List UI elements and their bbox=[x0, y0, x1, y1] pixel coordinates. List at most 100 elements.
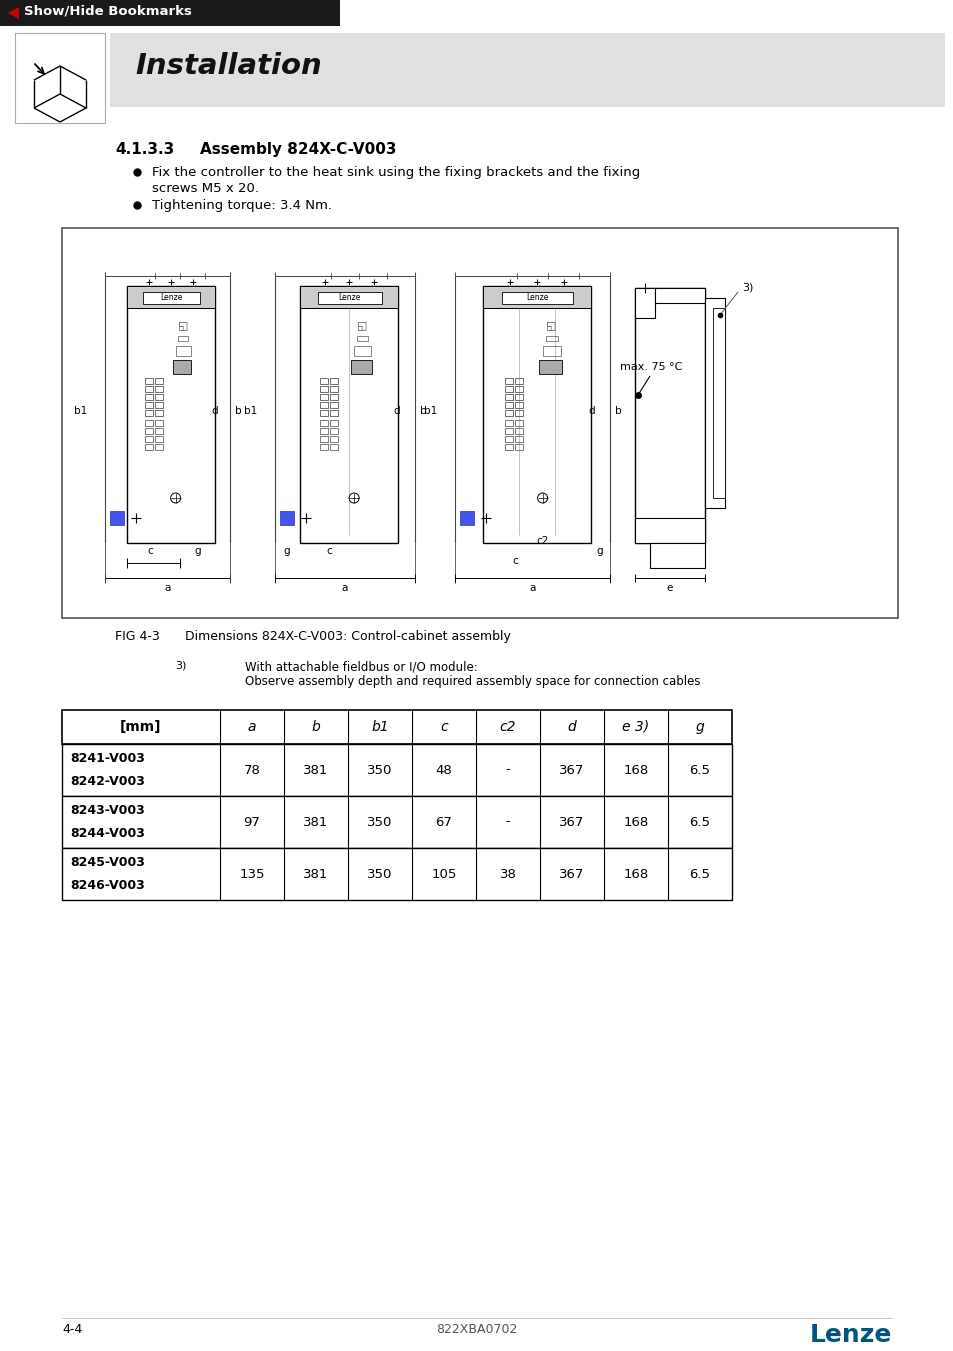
Text: 350: 350 bbox=[367, 816, 393, 828]
Text: 381: 381 bbox=[303, 867, 329, 881]
Bar bbox=[145, 444, 152, 450]
Bar bbox=[178, 336, 188, 340]
Text: e 3): e 3) bbox=[621, 720, 649, 734]
Bar bbox=[280, 511, 294, 526]
Text: 78: 78 bbox=[243, 763, 260, 777]
Text: b1: b1 bbox=[371, 720, 389, 734]
Bar bbox=[538, 359, 561, 374]
Bar bbox=[330, 420, 337, 426]
Bar bbox=[330, 444, 337, 450]
Bar bbox=[330, 386, 337, 392]
Text: Observe assembly depth and required assembly space for connection cables: Observe assembly depth and required asse… bbox=[245, 676, 700, 688]
Bar bbox=[145, 420, 152, 426]
Bar bbox=[330, 394, 337, 400]
Bar bbox=[330, 409, 337, 416]
Bar bbox=[300, 286, 397, 308]
Text: c2: c2 bbox=[499, 720, 516, 734]
Bar bbox=[514, 428, 522, 434]
Text: Installation: Installation bbox=[135, 51, 321, 80]
Text: 822XBA0702: 822XBA0702 bbox=[436, 1323, 517, 1336]
Bar bbox=[542, 346, 560, 357]
Bar bbox=[154, 378, 163, 384]
Bar bbox=[504, 436, 512, 442]
Text: Lenze: Lenze bbox=[338, 293, 360, 303]
Text: a: a bbox=[529, 584, 536, 593]
Bar bbox=[351, 359, 372, 374]
Bar bbox=[504, 428, 512, 434]
Bar bbox=[154, 436, 163, 442]
Bar bbox=[655, 288, 704, 303]
Text: Dimensions 824X-C-V003: Control-cabinet assembly: Dimensions 824X-C-V003: Control-cabinet … bbox=[185, 630, 511, 643]
Bar bbox=[110, 32, 944, 107]
Text: 6.5: 6.5 bbox=[689, 816, 710, 828]
Bar bbox=[482, 286, 591, 543]
Bar bbox=[143, 292, 200, 304]
Bar bbox=[319, 409, 328, 416]
Text: Tightening torque: 3.4 Nm.: Tightening torque: 3.4 Nm. bbox=[152, 199, 332, 212]
Text: g: g bbox=[283, 546, 290, 557]
Bar bbox=[514, 378, 522, 384]
Text: 367: 367 bbox=[558, 816, 584, 828]
Text: Assembly 824X-C-V003: Assembly 824X-C-V003 bbox=[200, 142, 396, 157]
Bar bbox=[145, 386, 152, 392]
Bar bbox=[145, 394, 152, 400]
Text: d: d bbox=[394, 405, 400, 416]
Text: b: b bbox=[419, 405, 426, 416]
Bar bbox=[172, 359, 192, 374]
Bar bbox=[635, 288, 655, 317]
Bar bbox=[635, 288, 704, 543]
Text: 67: 67 bbox=[436, 816, 452, 828]
Text: ◱: ◱ bbox=[546, 320, 557, 330]
Text: 350: 350 bbox=[367, 867, 393, 881]
Text: -: - bbox=[505, 816, 510, 828]
Bar bbox=[62, 711, 731, 744]
Text: Fix the controller to the heat sink using the fixing brackets and the fixing: Fix the controller to the heat sink usin… bbox=[152, 166, 639, 178]
Text: d: d bbox=[588, 405, 595, 416]
Text: 168: 168 bbox=[622, 867, 648, 881]
Text: 8244-V003: 8244-V003 bbox=[70, 827, 145, 840]
Text: 48: 48 bbox=[436, 763, 452, 777]
Bar bbox=[330, 428, 337, 434]
Text: e: e bbox=[666, 584, 673, 593]
Text: 105: 105 bbox=[431, 867, 456, 881]
Bar bbox=[319, 378, 328, 384]
Bar bbox=[712, 308, 724, 499]
Bar bbox=[330, 378, 337, 384]
Text: 8242-V003: 8242-V003 bbox=[70, 775, 145, 788]
Text: ◱: ◱ bbox=[356, 320, 367, 330]
Text: Lenze: Lenze bbox=[160, 293, 183, 303]
Text: a: a bbox=[164, 584, 171, 593]
Bar bbox=[504, 386, 512, 392]
Text: g: g bbox=[596, 546, 602, 557]
Text: 3): 3) bbox=[741, 282, 753, 292]
Text: 367: 367 bbox=[558, 867, 584, 881]
Text: screws M5 x 20.: screws M5 x 20. bbox=[152, 182, 258, 195]
Bar bbox=[154, 428, 163, 434]
Bar bbox=[154, 394, 163, 400]
Bar bbox=[145, 403, 152, 408]
Bar bbox=[62, 796, 731, 848]
Bar bbox=[154, 444, 163, 450]
Bar bbox=[154, 420, 163, 426]
Bar bbox=[110, 511, 124, 526]
Bar bbox=[704, 299, 724, 508]
Bar bbox=[128, 286, 214, 543]
Bar bbox=[545, 336, 558, 340]
Bar bbox=[154, 403, 163, 408]
Bar bbox=[514, 394, 522, 400]
Text: c: c bbox=[439, 720, 447, 734]
Text: Lenze: Lenze bbox=[526, 293, 548, 303]
Bar bbox=[504, 394, 512, 400]
Text: c2: c2 bbox=[536, 536, 548, 546]
Text: d: d bbox=[567, 720, 576, 734]
Text: 8246-V003: 8246-V003 bbox=[70, 880, 145, 892]
Bar bbox=[649, 543, 704, 567]
Text: g: g bbox=[194, 546, 200, 557]
Bar bbox=[504, 403, 512, 408]
Bar bbox=[635, 517, 704, 543]
Bar bbox=[145, 436, 152, 442]
Text: c: c bbox=[326, 546, 333, 557]
Text: ◱: ◱ bbox=[177, 320, 188, 330]
Text: b1: b1 bbox=[73, 405, 87, 416]
Text: Show/Hide Bookmarks: Show/Hide Bookmarks bbox=[24, 5, 192, 18]
